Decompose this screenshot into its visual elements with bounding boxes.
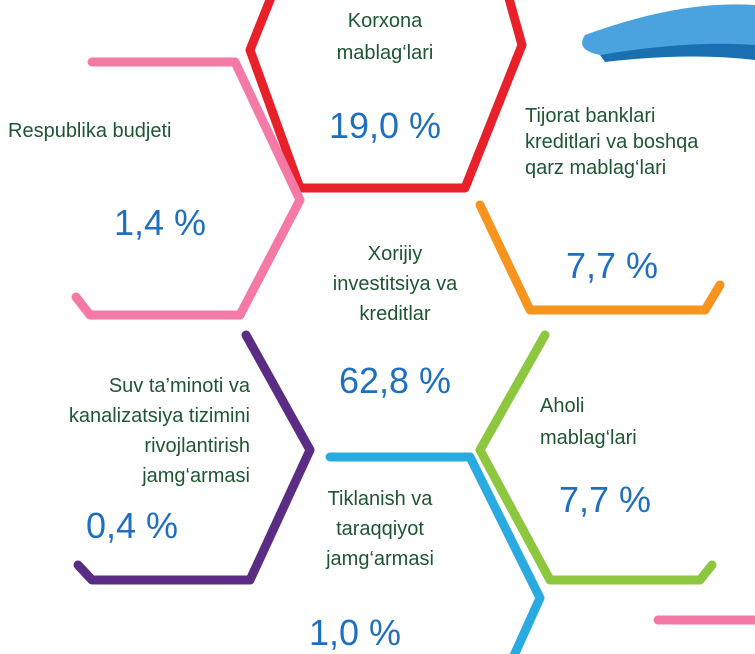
item-label: Xorijiy	[368, 243, 422, 265]
item-label: jamg‘armasi	[325, 548, 434, 570]
item-label: rivojlantirish	[144, 435, 250, 457]
item-label: mablag‘lari	[540, 427, 637, 449]
item-value: 62,8 %	[339, 360, 451, 401]
item-label: qarz mablag‘lari	[525, 157, 666, 179]
item-label: jamg‘armasi	[141, 465, 250, 487]
item-label: mablag‘lari	[337, 42, 434, 64]
item-label: Respublika budjeti	[8, 120, 171, 142]
item-label: Korxona	[348, 10, 423, 32]
item-value: 1,0 %	[309, 612, 401, 653]
infographic: Korxona mablag‘lari 19,0 % Respublika budje…	[0, 0, 755, 654]
item-label: Aholi	[540, 395, 584, 417]
item-label: Tiklanish va	[328, 488, 434, 510]
item-label: kreditlari va boshqa	[525, 131, 699, 153]
item-label: investitsiya va	[333, 273, 458, 295]
item-value: 7,7 %	[559, 479, 651, 520]
item-label: Tijorat banklari	[525, 105, 655, 127]
item-label: kanalizatsiya tizimini	[69, 405, 250, 427]
item-value: 7,7 %	[566, 245, 658, 286]
item-label: kreditlar	[359, 303, 430, 325]
item-label: taraqqiyot	[336, 518, 424, 540]
page: Korxona mablag‘lari 19,0 % Respublika budje…	[0, 0, 755, 654]
item-value: 1,4 %	[114, 202, 206, 243]
item-value: 0,4 %	[86, 505, 178, 546]
item-label: Suv ta’minoti va	[109, 375, 251, 397]
item-value: 19,0 %	[329, 105, 441, 146]
